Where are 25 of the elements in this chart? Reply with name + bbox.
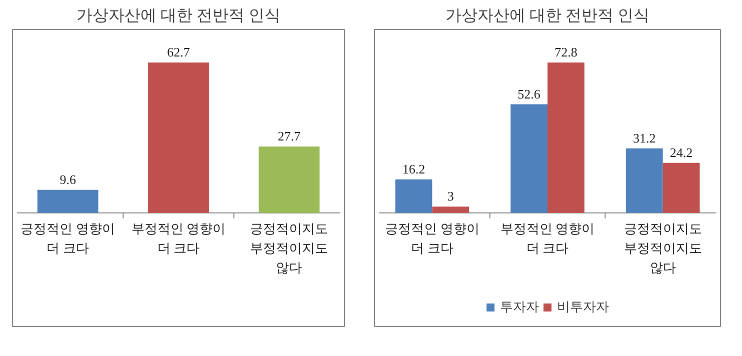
data-label: 62.7 [167,44,190,60]
x-tick-label: 긍정적이지도 부정적이지도 않다 [624,220,702,275]
data-label: 24.2 [670,144,693,160]
data-label: 31.2 [633,130,656,146]
legend-label: 비투자자 [557,298,609,316]
x-tick-label: 부정적인 영향이 더 크다 [500,220,595,256]
data-label: 27.7 [278,128,302,144]
bar [662,162,700,213]
data-label: 52.6 [518,86,541,102]
x-tick-label: 긍정적인 영향이 더 크다 [385,220,480,256]
bar [510,104,548,213]
x-tick-label: 긍정적이지도 부정적이지도 않다 [250,220,328,275]
data-label: 16.2 [402,161,426,176]
bar [395,179,432,213]
x-tick-label: 긍정적인 영향이 더 크다 [20,220,115,256]
bar [626,148,663,213]
data-label: 3 [447,188,454,204]
data-label: 72.8 [554,44,578,60]
bar [432,206,470,213]
legend-label: 투자자 [500,298,539,316]
chart-title: 가상자산에 대한 전반적 인식 [76,8,280,24]
data-label: 9.6 [60,172,76,187]
x-tick-label: 부정적인 영향이 더 크다 [131,220,226,256]
chart-title: 가상자산에 대한 전반적 인식 [446,8,650,24]
bar [548,62,584,213]
